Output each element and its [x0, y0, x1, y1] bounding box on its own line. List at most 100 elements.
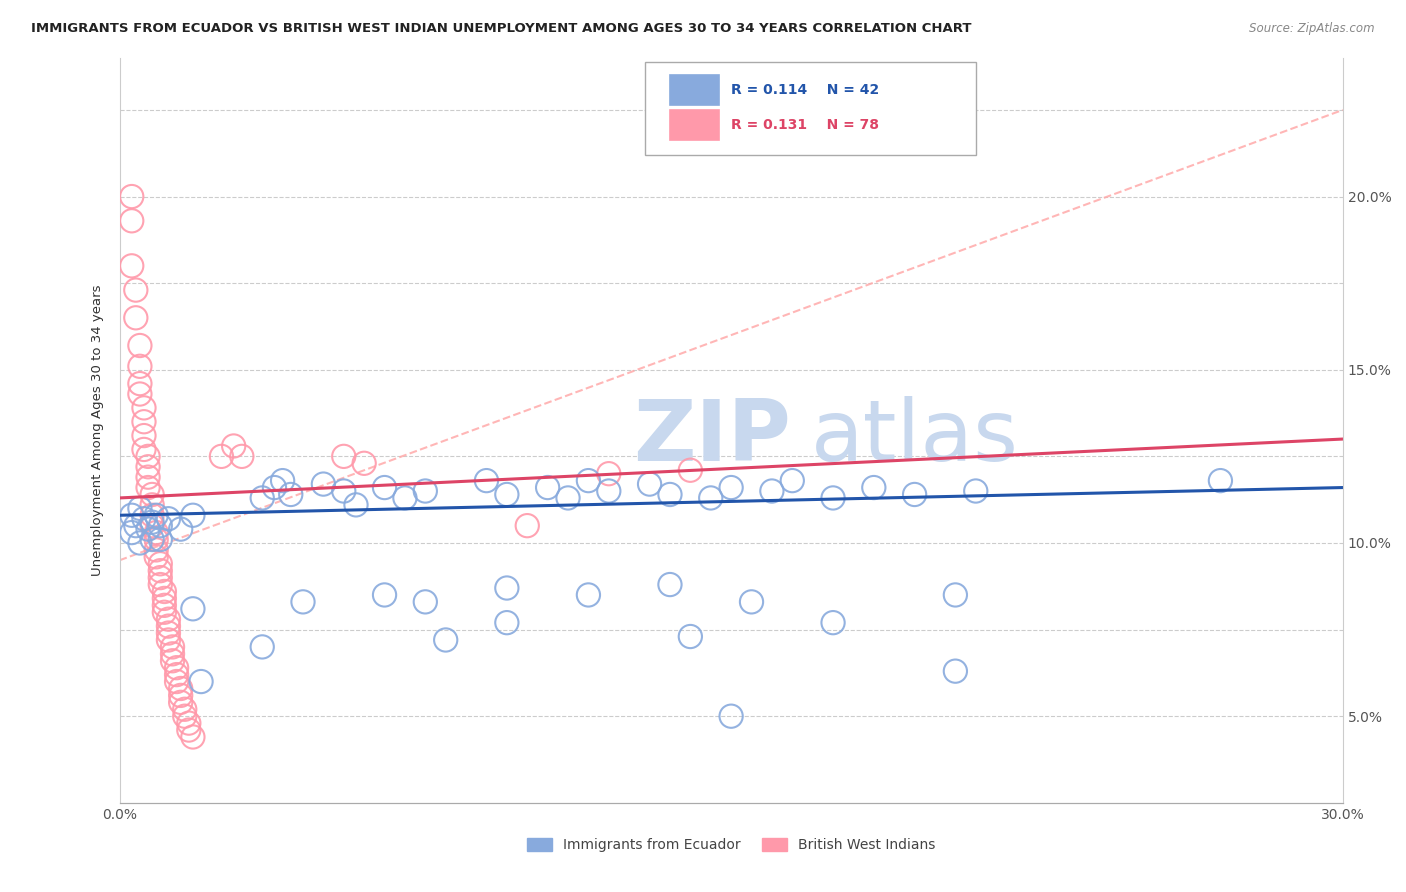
- Point: [537, 481, 560, 495]
- Point: [132, 401, 155, 415]
- Point: [181, 602, 204, 616]
- Point: [344, 498, 367, 512]
- Point: [145, 542, 167, 557]
- Point: [353, 456, 375, 470]
- Point: [173, 709, 195, 723]
- Text: atlas: atlas: [811, 396, 1018, 479]
- Point: [129, 536, 152, 550]
- Point: [157, 512, 180, 526]
- Point: [136, 470, 159, 484]
- Point: [394, 491, 416, 505]
- Point: [162, 640, 184, 654]
- Point: [169, 689, 191, 703]
- Point: [145, 533, 167, 547]
- Point: [129, 359, 152, 374]
- Point: [141, 518, 163, 533]
- Point: [125, 283, 148, 297]
- Point: [250, 491, 273, 505]
- Point: [141, 533, 163, 547]
- Point: [271, 474, 294, 488]
- Point: [132, 428, 155, 442]
- Point: [149, 557, 172, 571]
- Point: [231, 450, 253, 464]
- Point: [157, 619, 180, 633]
- Point: [557, 491, 579, 505]
- Point: [121, 525, 143, 540]
- Point: [121, 214, 143, 228]
- Point: [181, 508, 204, 523]
- Point: [129, 501, 152, 516]
- Point: [129, 387, 152, 401]
- Point: [312, 477, 335, 491]
- Point: [129, 376, 152, 391]
- Point: [129, 338, 152, 352]
- Point: [169, 681, 191, 696]
- Point: [211, 450, 233, 464]
- Point: [125, 518, 148, 533]
- Point: [162, 654, 184, 668]
- Point: [169, 695, 191, 709]
- Point: [821, 491, 844, 505]
- Point: [132, 512, 155, 526]
- Text: Source: ZipAtlas.com: Source: ZipAtlas.com: [1250, 22, 1375, 36]
- Point: [153, 605, 176, 619]
- Point: [761, 483, 783, 498]
- Point: [145, 508, 167, 523]
- Point: [904, 487, 927, 501]
- Point: [149, 571, 172, 585]
- Point: [181, 730, 204, 744]
- Point: [945, 588, 967, 602]
- Point: [169, 522, 191, 536]
- Point: [141, 508, 163, 523]
- Point: [374, 481, 396, 495]
- Point: [145, 549, 167, 564]
- Point: [578, 588, 600, 602]
- Point: [659, 577, 682, 591]
- Point: [578, 474, 600, 488]
- Point: [121, 189, 143, 203]
- Point: [177, 716, 200, 731]
- Point: [121, 508, 143, 523]
- Point: [782, 474, 804, 488]
- Point: [190, 674, 212, 689]
- Point: [153, 599, 176, 613]
- Point: [121, 259, 143, 273]
- Point: [496, 581, 519, 595]
- Point: [413, 595, 436, 609]
- Point: [141, 498, 163, 512]
- Text: R = 0.114    N = 42: R = 0.114 N = 42: [731, 83, 879, 97]
- Point: [475, 474, 498, 488]
- Point: [149, 518, 172, 533]
- Point: [1209, 474, 1232, 488]
- Point: [496, 615, 519, 630]
- Point: [153, 591, 176, 606]
- Point: [149, 577, 172, 591]
- Point: [149, 533, 172, 547]
- Point: [136, 450, 159, 464]
- Point: [132, 415, 155, 429]
- Point: [740, 595, 762, 609]
- Text: ZIP: ZIP: [633, 396, 792, 479]
- Point: [280, 487, 302, 501]
- FancyBboxPatch shape: [645, 62, 976, 155]
- Point: [136, 459, 159, 474]
- Point: [496, 487, 519, 501]
- Point: [292, 595, 315, 609]
- Point: [659, 487, 682, 501]
- Point: [374, 588, 396, 602]
- Y-axis label: Unemployment Among Ages 30 to 34 years: Unemployment Among Ages 30 to 34 years: [90, 285, 104, 576]
- Point: [132, 442, 155, 457]
- Bar: [671, 110, 718, 140]
- Point: [598, 467, 620, 481]
- Text: R = 0.131    N = 78: R = 0.131 N = 78: [731, 118, 879, 132]
- Point: [332, 450, 354, 464]
- Point: [177, 723, 200, 737]
- Point: [141, 515, 163, 529]
- Point: [136, 522, 159, 536]
- Point: [149, 564, 172, 578]
- Point: [720, 481, 742, 495]
- Point: [598, 483, 620, 498]
- Point: [166, 674, 188, 689]
- Point: [638, 477, 661, 491]
- Point: [679, 463, 702, 477]
